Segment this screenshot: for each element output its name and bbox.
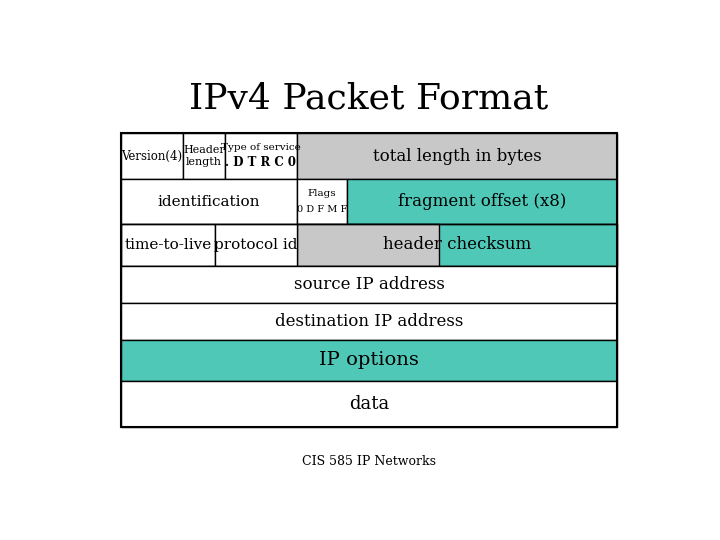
Text: IPv4 Packet Format: IPv4 Packet Format [189,82,549,116]
Bar [297,224,438,266]
Text: total length in bytes: total length in bytes [373,147,541,165]
Text: time-to-live: time-to-live [125,238,212,252]
Bar [225,133,297,179]
Text: Version(4): Version(4) [121,150,182,163]
Bar [183,133,225,179]
Text: Flags: Flags [307,189,336,198]
Text: source IP address: source IP address [294,275,444,293]
Bar [121,133,183,179]
Bar [297,179,346,224]
Text: Type of service: Type of service [221,144,301,152]
Text: data: data [349,395,389,413]
Text: . D T R C 0: . D T R C 0 [225,157,297,170]
Bar [121,381,617,427]
Text: identification: identification [158,194,260,208]
Text: header checksum: header checksum [383,237,531,253]
Bar [121,224,215,266]
Bar [121,179,297,224]
Bar [121,133,617,427]
Text: 0 D F M F: 0 D F M F [297,205,347,214]
Bar [121,340,617,381]
Text: IP options: IP options [319,352,419,369]
Bar [297,224,617,266]
Bar [121,266,617,303]
Text: CIS 585 IP Networks: CIS 585 IP Networks [302,455,436,468]
Bar [215,224,297,266]
Bar [297,133,617,179]
Text: destination IP address: destination IP address [275,313,463,330]
Bar [121,303,617,340]
Text: protocol id: protocol id [215,238,298,252]
Bar [346,179,617,224]
Bar [121,224,617,266]
Text: Header
length: Header length [183,145,225,167]
Text: fragment offset (x8): fragment offset (x8) [397,193,566,210]
